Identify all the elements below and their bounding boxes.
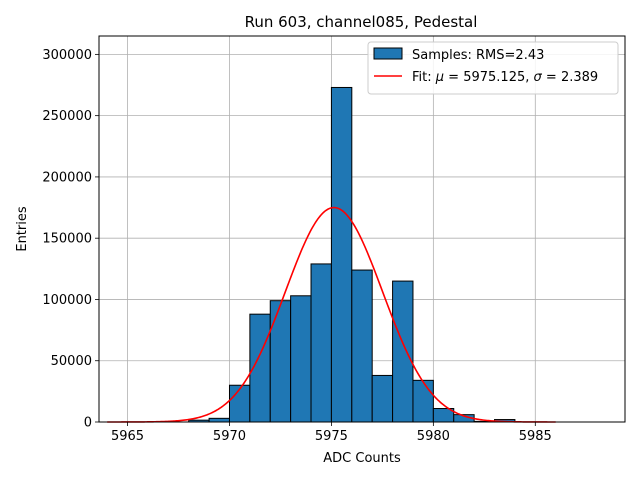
histogram-bar <box>228 384 251 423</box>
histogram-bars <box>188 86 516 423</box>
histogram-bar <box>290 295 312 423</box>
y-tick-label: 200000 <box>42 170 92 185</box>
histogram-bar <box>371 374 394 423</box>
y-axis-ticks: 0 50000 100000 150000 200000 250000 300000 <box>42 48 99 431</box>
histogram-bar <box>412 379 434 423</box>
legend-samples-label: Samples: RMS=2.43 <box>412 48 544 63</box>
histogram-bar <box>269 300 292 423</box>
legend-samples-swatch <box>373 47 403 60</box>
fit-curve-layer <box>107 206 556 423</box>
fit-sigma-equals: = <box>542 70 561 85</box>
fit-sigma-symbol: σ <box>534 70 543 85</box>
histogram-bar <box>392 280 414 423</box>
fit-mu-value: 5975.125 <box>463 70 525 85</box>
fit-sigma-value: 2.389 <box>561 70 598 85</box>
legend: Samples: RMS=2.43 Fit: μ = 5975.125, σ =… <box>367 41 619 95</box>
y-tick-label: 100000 <box>42 293 92 308</box>
legend-box <box>367 41 619 95</box>
x-axis-ticks: 5965 5970 5975 5980 5985 <box>111 422 552 444</box>
x-tick-label: 5965 <box>111 429 144 444</box>
fit-separator: , <box>525 70 533 85</box>
fit-mu-symbol: μ <box>435 70 444 85</box>
histogram-bar <box>208 417 230 423</box>
y-tick-label: 150000 <box>42 232 92 247</box>
x-tick-label: 5985 <box>519 429 552 444</box>
histogram-bar <box>351 269 373 423</box>
plot-frame <box>98 35 626 423</box>
gaussian-fit-curve <box>107 206 556 423</box>
y-tick-label: 50000 <box>51 354 92 369</box>
y-tick-label: 250000 <box>42 109 92 124</box>
x-tick-label: 5980 <box>417 429 450 444</box>
x-axis-label: ADC Counts <box>323 451 401 466</box>
y-tick-label: 0 <box>84 416 92 431</box>
chart-title: Run 603, channel085, Pedestal <box>245 13 478 31</box>
x-tick-label: 5970 <box>213 429 246 444</box>
y-axis-label: Entries <box>15 206 30 252</box>
legend-fit-label: Fit: μ = 5975.125, σ = 2.389 <box>412 70 598 85</box>
histogram-bar <box>330 86 353 423</box>
y-tick-label: 300000 <box>42 48 92 63</box>
fit-mu-equals: = <box>444 70 463 85</box>
fit-label-prefix: Fit: <box>412 70 436 85</box>
x-tick-label: 5975 <box>315 429 348 444</box>
histogram-bar <box>310 263 332 423</box>
